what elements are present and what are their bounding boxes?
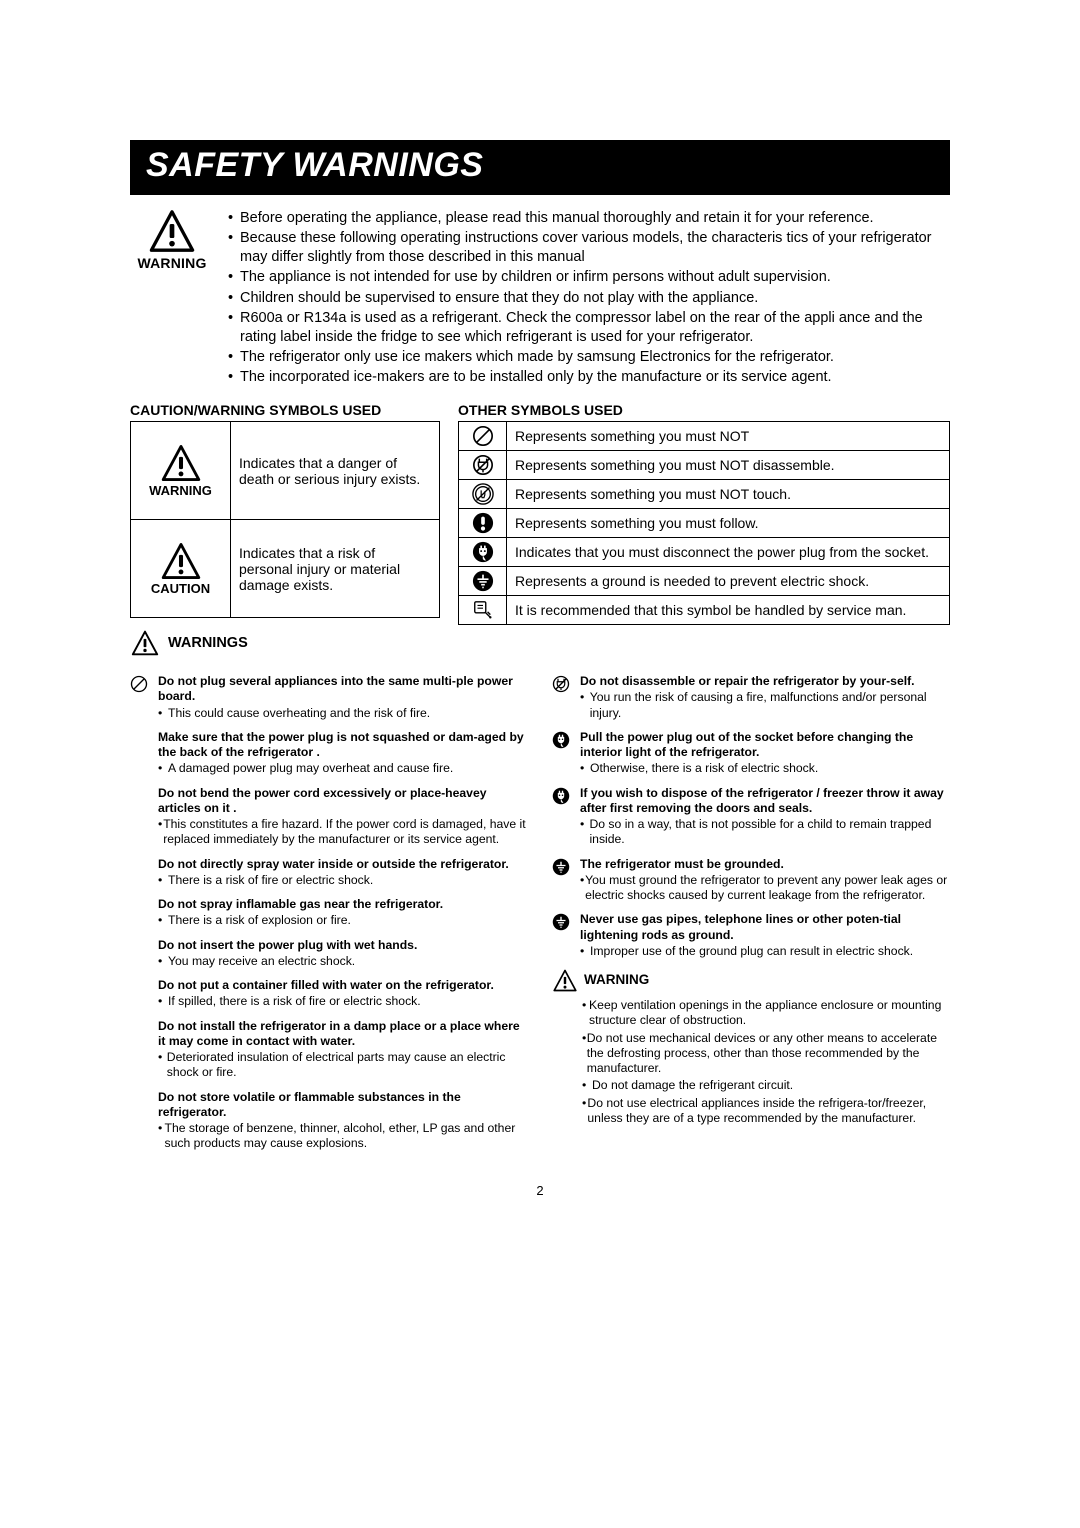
warning-item: Do not bend the power cord excessively o…	[130, 786, 528, 848]
caution-cell-badge: CAUTION	[139, 542, 222, 596]
intro-bullet: •The refrigerator only use ice makers wh…	[228, 348, 950, 367]
sub-warning-list: •Keep ventilation openings in the applia…	[582, 998, 950, 1126]
page-number: 2	[130, 1183, 950, 1198]
warning-cell-label: WARNING	[139, 483, 222, 498]
plug-icon	[552, 787, 570, 805]
warnings-right-column: Do not disassemble or repair the refrige…	[552, 674, 950, 1161]
sym-desc: Represents something you must NOT	[507, 422, 950, 451]
unplug-icon	[472, 541, 494, 563]
sub-warning-header: WARNING	[552, 969, 950, 992]
symbol-tables: CAUTION/WARNING SYMBOLS USED WARNING Ind…	[130, 402, 950, 664]
no-touch-icon	[472, 483, 494, 505]
sym-desc: Indicates that you must disconnect the p…	[507, 538, 950, 567]
page-banner: SAFETY WARNINGS	[130, 140, 950, 195]
sym-desc: Represents something you must NOT disass…	[507, 451, 950, 480]
intro-bullet: •Before operating the appliance, please …	[228, 209, 950, 228]
warning-cell-badge: WARNING	[139, 444, 222, 498]
sym-desc: Represents something you must NOT touch.	[507, 480, 950, 509]
caution-warning-table: WARNING Indicates that a danger of death…	[130, 421, 440, 618]
no-disassemble-icon	[472, 454, 494, 476]
warning-item: Make sure that the power plug is not squ…	[130, 730, 528, 777]
warnings-columns: Do not plug several appliances into the …	[130, 674, 950, 1161]
caution-desc: Indicates that a risk of personal injury…	[231, 520, 440, 618]
service-icon	[472, 599, 494, 621]
ground-icon	[552, 913, 570, 931]
warning-item: Do not directly spray water inside or ou…	[130, 857, 528, 889]
warning-item: Pull the power plug out of the socket be…	[552, 730, 950, 777]
warning-triangle-icon	[147, 209, 197, 253]
not-do-icon	[472, 425, 494, 447]
intro-bullet: •R600a or R134a is used as a refrigerant…	[228, 309, 950, 347]
intro-bullet: •The incorporated ice-makers are to be i…	[228, 368, 950, 387]
left-table-header: CAUTION/WARNING SYMBOLS USED	[130, 402, 440, 418]
warning-triangle-icon	[160, 444, 202, 482]
nodis-icon	[552, 675, 570, 693]
warning-item: Do not put a container filled with water…	[130, 978, 528, 1010]
sub-warning-bullet: •Do not use electrical appliances inside…	[582, 1096, 950, 1127]
warning-item: Do not plug several appliances into the …	[130, 674, 528, 721]
intro-bullet: •Children should be supervised to ensure…	[228, 289, 950, 308]
sym-desc: Represents something you must follow.	[507, 509, 950, 538]
warning-item: The refrigerator must be grounded.•You m…	[552, 857, 950, 904]
intro-bullets: •Before operating the appliance, please …	[228, 209, 950, 388]
sub-warning-bullet: •Do not use mechanical devices or any ot…	[582, 1031, 950, 1077]
sym-desc: It is recommended that this symbol be ha…	[507, 596, 950, 625]
warnings-label: WARNINGS	[168, 635, 248, 651]
intro-bullet: •Because these following operating instr…	[228, 229, 950, 267]
warning-item: Never use gas pipes, telephone lines or …	[552, 912, 950, 959]
warning-item: If you wish to dispose of the refrigerat…	[552, 786, 950, 848]
other-symbols-table: Represents something you must NOT Repres…	[458, 421, 950, 625]
warning-desc: Indicates that a danger of death or seri…	[231, 422, 440, 520]
sub-warning-label: WARNING	[584, 972, 649, 989]
sym-desc: Represents a ground is needed to prevent…	[507, 567, 950, 596]
slashcircle-icon	[130, 675, 148, 693]
right-table-header: OTHER SYMBOLS USED	[458, 402, 950, 418]
intro-bullet: •The appliance is not intended for use b…	[228, 268, 950, 287]
warnings-subheader: WARNINGS	[130, 630, 440, 656]
warnings-left-column: Do not plug several appliances into the …	[130, 674, 528, 1161]
warning-item: Do not spray inflamable gas near the ref…	[130, 897, 528, 929]
must-follow-icon	[472, 512, 494, 534]
warning-triangle-icon	[130, 630, 160, 656]
caution-cell-label: CAUTION	[139, 581, 222, 596]
warning-badge: WARNING	[130, 209, 214, 388]
sub-warning-bullet: •Keep ventilation openings in the applia…	[582, 998, 950, 1029]
warning-label: WARNING	[130, 255, 214, 271]
plug-icon	[552, 731, 570, 749]
ground-icon	[472, 570, 494, 592]
intro-row: WARNING •Before operating the appliance,…	[130, 209, 950, 388]
ground-icon	[552, 858, 570, 876]
warning-triangle-icon	[552, 969, 578, 992]
warning-item: Do not install the refrigerator in a dam…	[130, 1019, 528, 1081]
sub-warning-bullet: •Do not damage the refrigerant circuit.	[582, 1078, 950, 1093]
warning-item: Do not store volatile or flammable subst…	[130, 1090, 528, 1152]
caution-triangle-icon	[160, 542, 202, 580]
warning-item: Do not insert the power plug with wet ha…	[130, 938, 528, 970]
warning-item: Do not disassemble or repair the refrige…	[552, 674, 950, 721]
